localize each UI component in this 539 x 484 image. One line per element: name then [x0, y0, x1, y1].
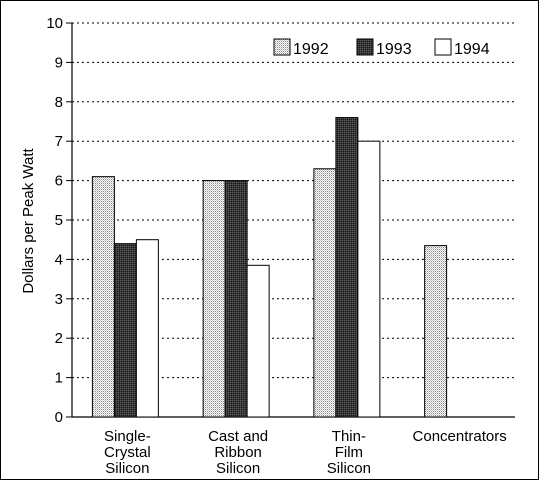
x-tick-label: Ribbon — [214, 444, 262, 461]
y-tick-label: 1 — [55, 370, 63, 387]
bar-1994-category-2 — [246, 264, 270, 418]
legend: 1992 1993 1994 — [273, 38, 490, 58]
bar-1992-category-4 — [424, 245, 448, 418]
bar-1994-category-3 — [357, 140, 381, 418]
y-tick-label: 9 — [55, 54, 63, 71]
bars — [91, 117, 448, 418]
bar-1992-category-3 — [313, 168, 337, 418]
legend-label-1992: 1992 — [293, 41, 329, 58]
legend-label-1994: 1994 — [454, 41, 490, 58]
legend-swatch-1993 — [356, 38, 374, 56]
x-tick-label: Concentrators — [413, 428, 507, 445]
x-tick-label: Silicon — [105, 460, 149, 477]
y-tick-label: 5 — [55, 212, 63, 229]
legend-swatch-1992 — [273, 38, 291, 56]
y-axis-label: Dollars per Peak Watt — [20, 148, 37, 294]
x-tick-label: Silicon — [216, 460, 260, 477]
bar-1992-category-1 — [91, 176, 115, 418]
y-tick-label: 6 — [55, 173, 63, 190]
x-tick-label: Thin- — [332, 428, 366, 445]
y-tick-label: 7 — [55, 133, 63, 150]
y-tick-label: 8 — [55, 94, 63, 111]
y-tick-label: 3 — [55, 291, 63, 308]
x-tick-label: Silicon — [327, 460, 371, 477]
bar-1992-category-2 — [202, 180, 226, 418]
bar-1993-category-3 — [335, 117, 359, 418]
x-tick-label: Cast and — [208, 428, 268, 445]
y-tick-label: 10 — [46, 15, 63, 32]
legend-label-1993: 1993 — [376, 41, 412, 58]
bar-1993-category-2 — [224, 180, 248, 418]
x-tick-label: Crystal — [104, 444, 151, 461]
bar-1993-category-1 — [113, 243, 137, 418]
legend-swatch-1994 — [434, 38, 452, 56]
x-tick-label: Film — [335, 444, 363, 461]
x-tick-label: Single- — [104, 428, 151, 445]
bar-1994-category-1 — [135, 239, 159, 418]
y-tick-label: 2 — [55, 330, 63, 347]
y-tick-label: 4 — [55, 251, 63, 268]
y-tick-label: 0 — [55, 409, 63, 426]
gridlines — [72, 22, 515, 379]
y-axis-ticks: 0 1 2 3 4 5 6 7 8 9 10 — [46, 15, 72, 426]
